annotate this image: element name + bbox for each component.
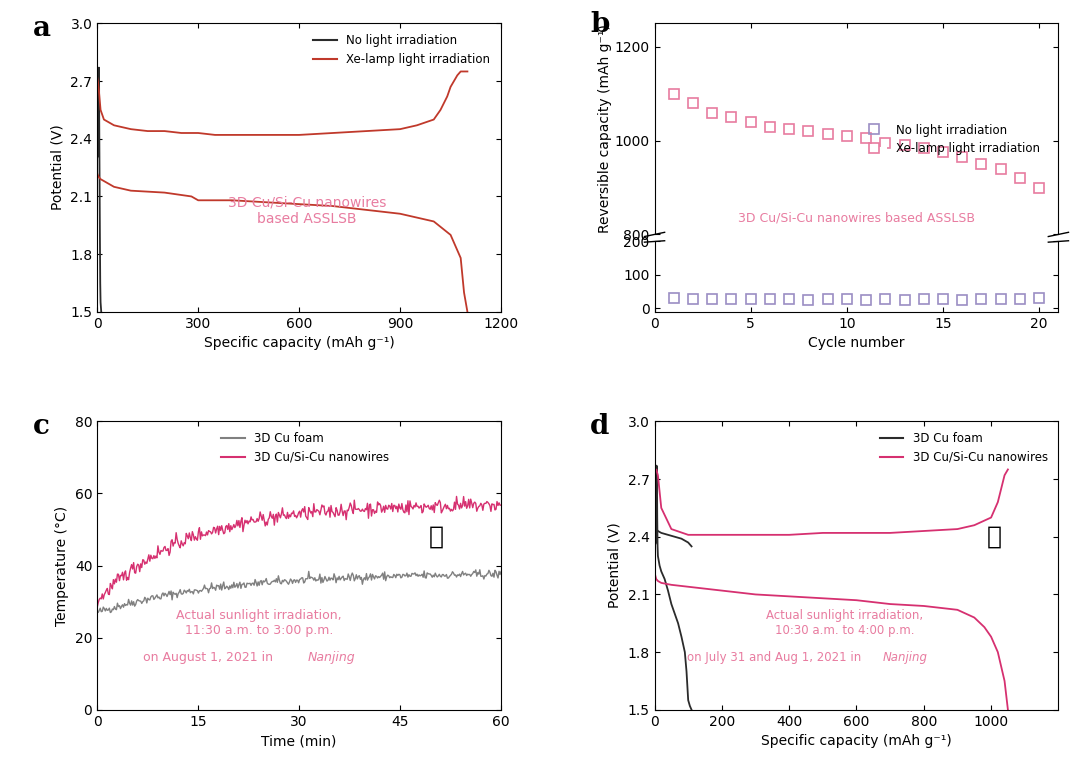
Legend: 3D Cu foam, 3D Cu/Si-Cu nanowires: 3D Cu foam, 3D Cu/Si-Cu nanowires — [216, 427, 394, 469]
X-axis label: Specific capacity (mAh g⁻¹): Specific capacity (mAh g⁻¹) — [204, 336, 394, 350]
Text: 🌞: 🌞 — [429, 525, 444, 549]
Text: c: c — [32, 413, 50, 440]
Legend: No light irradiation, Xe-lamp light irradiation: No light irradiation, Xe-lamp light irra… — [858, 119, 1044, 160]
X-axis label: Time (min): Time (min) — [261, 734, 337, 748]
Text: Actual sunlight irradiation,
10:30 a.m. to 4:00 p.m.: Actual sunlight irradiation, 10:30 a.m. … — [766, 609, 923, 637]
X-axis label: Specific capacity (mAh g⁻¹): Specific capacity (mAh g⁻¹) — [761, 734, 951, 748]
Legend: 3D Cu foam, 3D Cu/Si-Cu nanowires: 3D Cu foam, 3D Cu/Si-Cu nanowires — [875, 427, 1053, 469]
X-axis label: Cycle number: Cycle number — [808, 336, 905, 350]
Text: Actual sunlight irradiation,
11:30 a.m. to 3:00 p.m.: Actual sunlight irradiation, 11:30 a.m. … — [176, 609, 341, 637]
Y-axis label: Potential (V): Potential (V) — [608, 523, 622, 608]
Y-axis label: Reversible capacity (mAh g⁻¹): Reversible capacity (mAh g⁻¹) — [597, 24, 611, 233]
Text: Nanjing: Nanjing — [307, 651, 355, 665]
Text: b: b — [590, 11, 609, 37]
Text: 🌞: 🌞 — [986, 525, 1001, 549]
Text: 3D Cu/Si-Cu nanowires
based ASSLSB: 3D Cu/Si-Cu nanowires based ASSLSB — [228, 196, 387, 226]
Text: on August 1, 2021 in: on August 1, 2021 in — [144, 651, 278, 665]
Y-axis label: Temperature (°C): Temperature (°C) — [55, 505, 69, 626]
Legend: No light irradiation, Xe-lamp light irradiation: No light irradiation, Xe-lamp light irra… — [309, 30, 495, 71]
Text: a: a — [32, 15, 51, 42]
Text: on July 31 and Aug 1, 2021 in: on July 31 and Aug 1, 2021 in — [687, 651, 865, 665]
Text: d: d — [590, 413, 609, 440]
Text: 3D Cu/Si-Cu nanowires based ASSLSB: 3D Cu/Si-Cu nanowires based ASSLSB — [738, 211, 975, 224]
Y-axis label: Potential (V): Potential (V) — [51, 125, 65, 211]
Text: Nanjing: Nanjing — [882, 651, 928, 665]
